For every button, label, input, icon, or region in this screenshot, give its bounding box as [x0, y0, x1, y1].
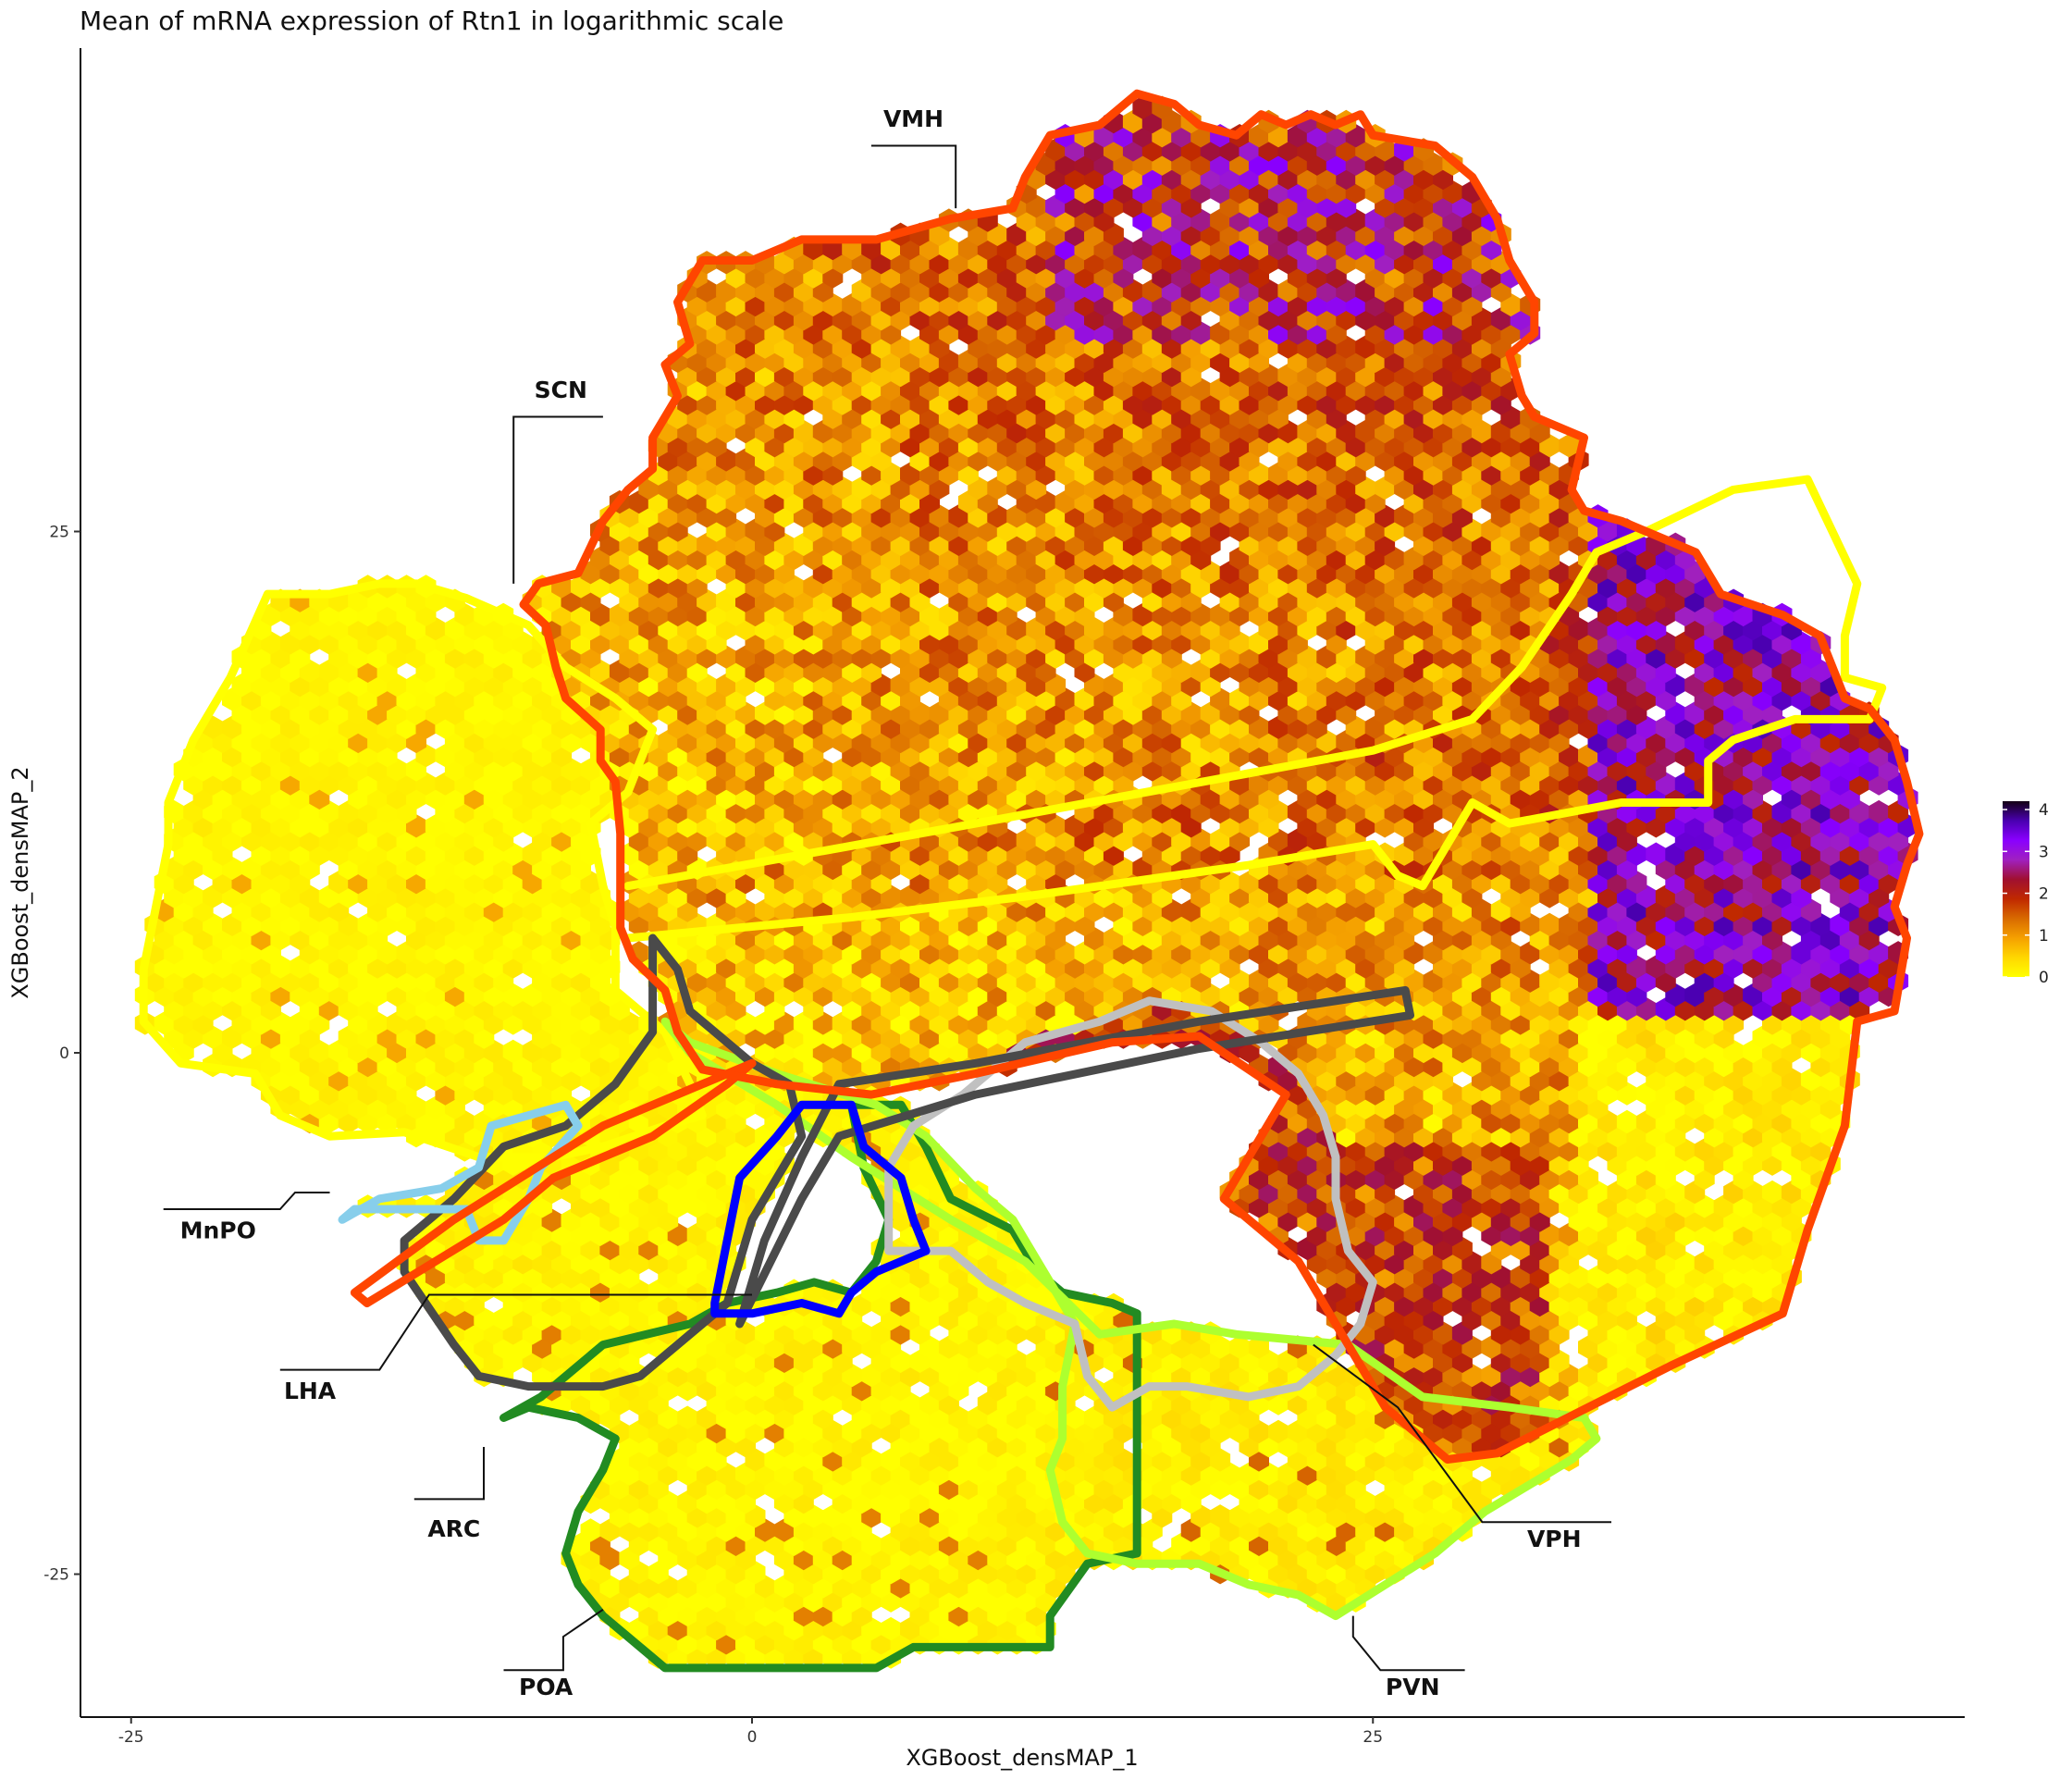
hexbin-cell: [1210, 1504, 1231, 1528]
hexbin-cell: [1229, 1335, 1251, 1359]
hexbin-cell: [881, 1616, 902, 1641]
hexbin-cell: [1249, 1335, 1269, 1359]
hexbin-layer: [134, 95, 1918, 1669]
hexbin-cell: [677, 1405, 698, 1429]
hexbin-cell: [1762, 1180, 1782, 1205]
hexbin-cell: [1268, 1419, 1289, 1444]
hexbin-cell: [580, 1518, 601, 1542]
chart-title: Mean of mRNA expression of Rtn1 in logar…: [80, 6, 783, 36]
